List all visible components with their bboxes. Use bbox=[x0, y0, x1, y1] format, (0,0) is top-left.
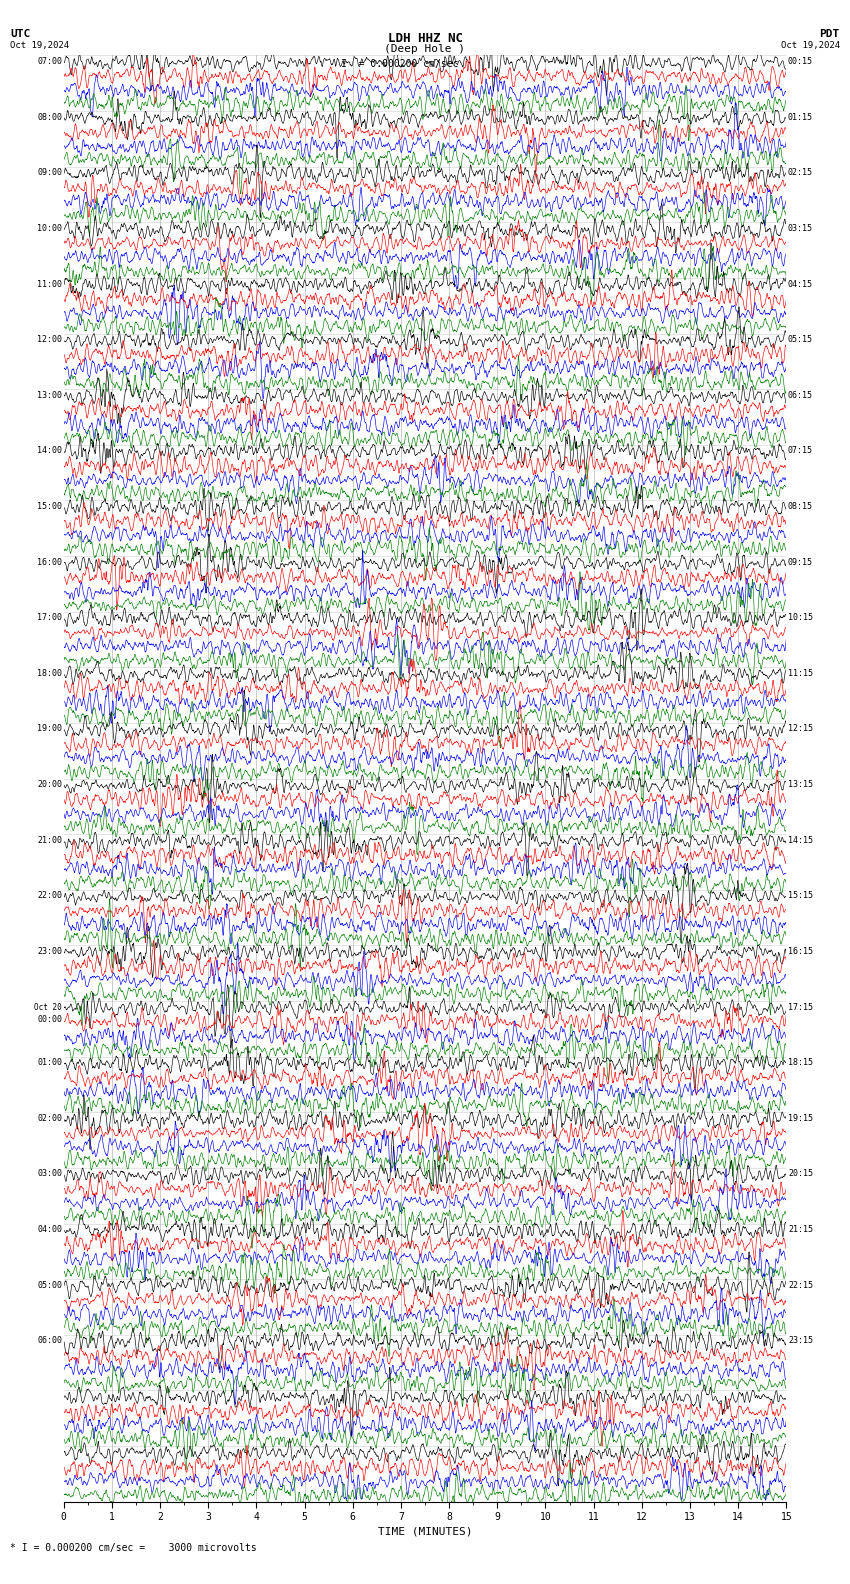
Text: 09:15: 09:15 bbox=[788, 558, 813, 567]
Text: 14:00: 14:00 bbox=[37, 447, 62, 455]
Text: 00:00: 00:00 bbox=[37, 1015, 62, 1025]
Text: 21:15: 21:15 bbox=[788, 1224, 813, 1234]
Text: 01:15: 01:15 bbox=[788, 112, 813, 122]
Text: 17:15: 17:15 bbox=[788, 1003, 813, 1012]
Text: 08:15: 08:15 bbox=[788, 502, 813, 512]
Text: 19:00: 19:00 bbox=[37, 724, 62, 733]
Text: 22:00: 22:00 bbox=[37, 892, 62, 900]
Text: 04:00: 04:00 bbox=[37, 1224, 62, 1234]
Text: 05:00: 05:00 bbox=[37, 1281, 62, 1289]
Text: 19:15: 19:15 bbox=[788, 1114, 813, 1123]
Text: 12:00: 12:00 bbox=[37, 336, 62, 344]
Text: * I = 0.000200 cm/sec =    3000 microvolts: * I = 0.000200 cm/sec = 3000 microvolts bbox=[10, 1543, 257, 1552]
Text: PDT: PDT bbox=[819, 29, 840, 38]
Text: 20:15: 20:15 bbox=[788, 1169, 813, 1178]
Text: 13:00: 13:00 bbox=[37, 391, 62, 399]
Text: 21:00: 21:00 bbox=[37, 836, 62, 844]
Text: 23:15: 23:15 bbox=[788, 1337, 813, 1345]
Text: 03:00: 03:00 bbox=[37, 1169, 62, 1178]
Text: 10:15: 10:15 bbox=[788, 613, 813, 623]
Text: 03:15: 03:15 bbox=[788, 223, 813, 233]
Text: 18:00: 18:00 bbox=[37, 668, 62, 678]
Text: 00:15: 00:15 bbox=[788, 57, 813, 67]
Text: 14:15: 14:15 bbox=[788, 836, 813, 844]
Text: 16:00: 16:00 bbox=[37, 558, 62, 567]
Text: 07:00: 07:00 bbox=[37, 57, 62, 67]
Text: 11:00: 11:00 bbox=[37, 279, 62, 288]
Text: 22:15: 22:15 bbox=[788, 1281, 813, 1289]
Text: 01:00: 01:00 bbox=[37, 1058, 62, 1068]
Text: 06:15: 06:15 bbox=[788, 391, 813, 399]
Text: 15:15: 15:15 bbox=[788, 892, 813, 900]
Text: (Deep Hole ): (Deep Hole ) bbox=[384, 44, 466, 54]
Text: 08:00: 08:00 bbox=[37, 112, 62, 122]
Text: 12:15: 12:15 bbox=[788, 724, 813, 733]
Text: 02:00: 02:00 bbox=[37, 1114, 62, 1123]
Text: I  = 0.000200 cm/sec: I = 0.000200 cm/sec bbox=[341, 59, 458, 68]
X-axis label: TIME (MINUTES): TIME (MINUTES) bbox=[377, 1527, 473, 1536]
Text: 15:00: 15:00 bbox=[37, 502, 62, 512]
Text: LDH HHZ NC: LDH HHZ NC bbox=[388, 32, 462, 44]
Text: Oct 20: Oct 20 bbox=[34, 1003, 62, 1012]
Text: 10:00: 10:00 bbox=[37, 223, 62, 233]
Text: 05:15: 05:15 bbox=[788, 336, 813, 344]
Text: 02:15: 02:15 bbox=[788, 168, 813, 177]
Text: 07:15: 07:15 bbox=[788, 447, 813, 455]
Text: 18:15: 18:15 bbox=[788, 1058, 813, 1068]
Text: 23:00: 23:00 bbox=[37, 947, 62, 957]
Text: 20:00: 20:00 bbox=[37, 781, 62, 789]
Text: 09:00: 09:00 bbox=[37, 168, 62, 177]
Text: 06:00: 06:00 bbox=[37, 1337, 62, 1345]
Text: 16:15: 16:15 bbox=[788, 947, 813, 957]
Text: Oct 19,2024: Oct 19,2024 bbox=[780, 41, 840, 51]
Text: 11:15: 11:15 bbox=[788, 668, 813, 678]
Text: UTC: UTC bbox=[10, 29, 31, 38]
Text: 04:15: 04:15 bbox=[788, 279, 813, 288]
Text: 17:00: 17:00 bbox=[37, 613, 62, 623]
Text: 13:15: 13:15 bbox=[788, 781, 813, 789]
Text: Oct 19,2024: Oct 19,2024 bbox=[10, 41, 70, 51]
